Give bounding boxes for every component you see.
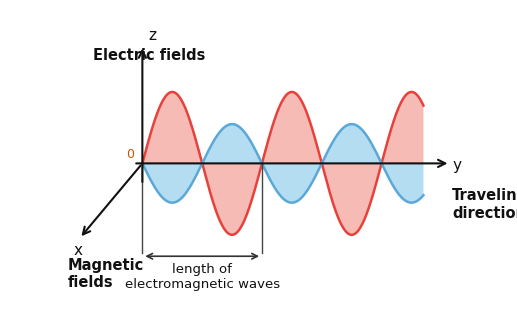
- Text: length of
electromagnetic waves: length of electromagnetic waves: [125, 263, 280, 292]
- Text: Traveling
direction: Traveling direction: [452, 188, 517, 221]
- Text: y: y: [452, 158, 461, 173]
- Text: x: x: [73, 244, 83, 258]
- Text: z: z: [148, 28, 156, 44]
- Text: Magnetic
fields: Magnetic fields: [68, 258, 144, 290]
- Text: 0: 0: [126, 148, 134, 161]
- Text: Electric fields: Electric fields: [94, 48, 206, 63]
